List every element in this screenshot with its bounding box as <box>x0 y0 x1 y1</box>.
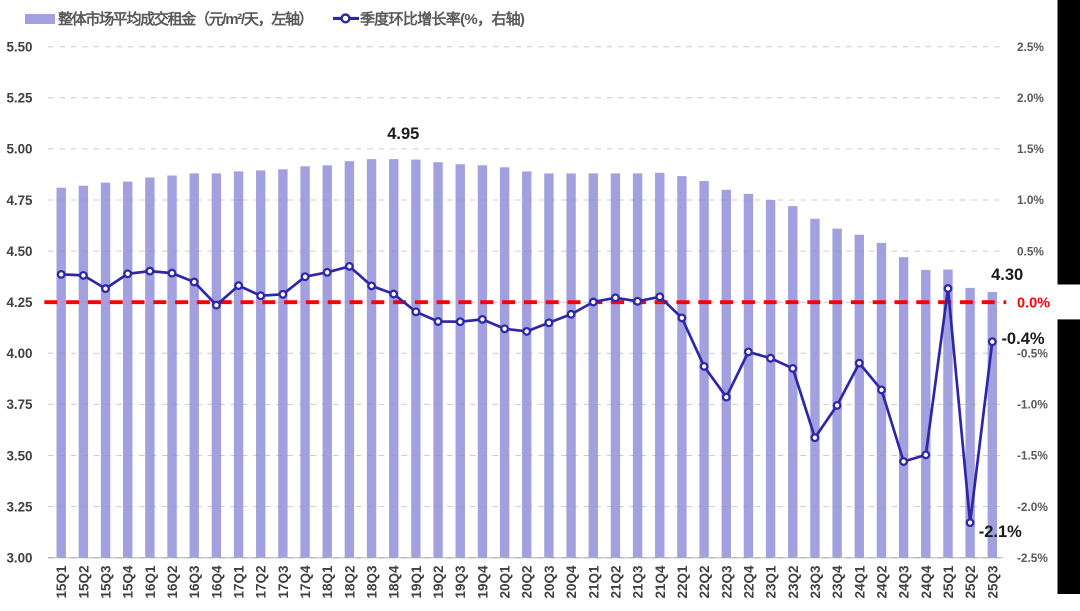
svg-text:-0.4%: -0.4% <box>1001 330 1044 348</box>
svg-text:24Q3: 24Q3 <box>897 565 912 599</box>
svg-text:2.5%: 2.5% <box>1017 40 1044 54</box>
svg-text:1.5%: 1.5% <box>1017 142 1044 156</box>
svg-text:24Q1: 24Q1 <box>852 565 867 599</box>
svg-text:-2.1%: -2.1% <box>979 523 1022 541</box>
svg-text:整体市场平均成交租金（元/m²/天，左轴）: 整体市场平均成交租金（元/m²/天，左轴） <box>58 10 312 28</box>
svg-text:15Q3: 15Q3 <box>99 565 114 599</box>
svg-text:5.50: 5.50 <box>6 40 32 55</box>
svg-text:17Q2: 17Q2 <box>254 565 269 598</box>
svg-text:3.25: 3.25 <box>6 499 33 514</box>
svg-text:0.0%: 0.0% <box>1017 295 1050 311</box>
svg-text:4.00: 4.00 <box>6 346 32 361</box>
svg-text:-0.5%: -0.5% <box>1017 347 1048 361</box>
svg-text:-2.5%: -2.5% <box>1017 551 1048 565</box>
svg-text:21Q3: 21Q3 <box>631 565 646 599</box>
svg-text:24Q2: 24Q2 <box>875 565 890 598</box>
svg-text:23Q2: 23Q2 <box>786 565 801 598</box>
svg-text:20Q4: 20Q4 <box>564 565 579 599</box>
svg-text:5.00: 5.00 <box>6 142 32 157</box>
svg-text:-1.0%: -1.0% <box>1017 398 1048 412</box>
svg-text:19Q2: 19Q2 <box>431 565 446 598</box>
svg-text:1.0%: 1.0% <box>1017 193 1044 207</box>
svg-text:15Q2: 15Q2 <box>76 565 91 598</box>
svg-text:21Q1: 21Q1 <box>586 565 601 599</box>
svg-text:25Q1: 25Q1 <box>941 565 956 599</box>
svg-text:18Q4: 18Q4 <box>387 565 402 599</box>
svg-text:21Q4: 21Q4 <box>653 565 668 599</box>
svg-text:16Q1: 16Q1 <box>143 565 158 599</box>
svg-text:20Q3: 20Q3 <box>542 565 557 599</box>
svg-text:22Q2: 22Q2 <box>697 565 712 598</box>
svg-text:17Q3: 17Q3 <box>276 565 291 599</box>
svg-text:18Q2: 18Q2 <box>342 565 357 598</box>
svg-text:2.0%: 2.0% <box>1017 91 1044 105</box>
svg-text:19Q4: 19Q4 <box>475 565 490 599</box>
svg-text:18Q3: 18Q3 <box>365 565 380 599</box>
svg-text:23Q3: 23Q3 <box>808 565 823 599</box>
svg-text:5.25: 5.25 <box>6 91 33 106</box>
svg-text:4.50: 4.50 <box>6 244 32 259</box>
svg-text:23Q4: 23Q4 <box>830 565 845 599</box>
svg-text:16Q3: 16Q3 <box>187 565 202 599</box>
svg-text:4.30: 4.30 <box>991 266 1023 284</box>
svg-text:-2.0%: -2.0% <box>1017 500 1048 514</box>
svg-text:季度环比增长率(%，右轴): 季度环比增长率(%，右轴) <box>360 10 525 28</box>
svg-text:22Q4: 22Q4 <box>741 565 756 599</box>
svg-text:4.25: 4.25 <box>6 295 33 310</box>
svg-text:21Q2: 21Q2 <box>608 565 623 598</box>
svg-text:23Q1: 23Q1 <box>764 565 779 599</box>
svg-text:3.00: 3.00 <box>6 551 32 566</box>
svg-text:3.75: 3.75 <box>6 397 33 412</box>
svg-text:3.50: 3.50 <box>6 448 32 463</box>
svg-text:16Q4: 16Q4 <box>209 565 224 599</box>
svg-text:20Q1: 20Q1 <box>498 565 513 599</box>
svg-text:24Q4: 24Q4 <box>919 565 934 599</box>
svg-text:17Q1: 17Q1 <box>232 565 247 599</box>
svg-text:4.95: 4.95 <box>387 125 419 143</box>
svg-text:25Q2: 25Q2 <box>963 565 978 598</box>
svg-text:19Q3: 19Q3 <box>453 565 468 599</box>
svg-text:18Q1: 18Q1 <box>320 565 335 599</box>
svg-text:22Q3: 22Q3 <box>719 565 734 599</box>
svg-text:4.75: 4.75 <box>6 193 33 208</box>
svg-text:20Q2: 20Q2 <box>520 565 535 598</box>
svg-text:17Q4: 17Q4 <box>298 565 313 599</box>
svg-text:15Q4: 15Q4 <box>121 565 136 599</box>
svg-text:0.5%: 0.5% <box>1017 244 1044 258</box>
svg-text:19Q1: 19Q1 <box>409 565 424 599</box>
svg-text:-1.5%: -1.5% <box>1017 449 1048 463</box>
svg-text:15Q1: 15Q1 <box>54 565 69 599</box>
svg-text:25Q3: 25Q3 <box>985 565 1000 599</box>
svg-text:16Q2: 16Q2 <box>165 565 180 598</box>
svg-text:22Q1: 22Q1 <box>675 565 690 599</box>
